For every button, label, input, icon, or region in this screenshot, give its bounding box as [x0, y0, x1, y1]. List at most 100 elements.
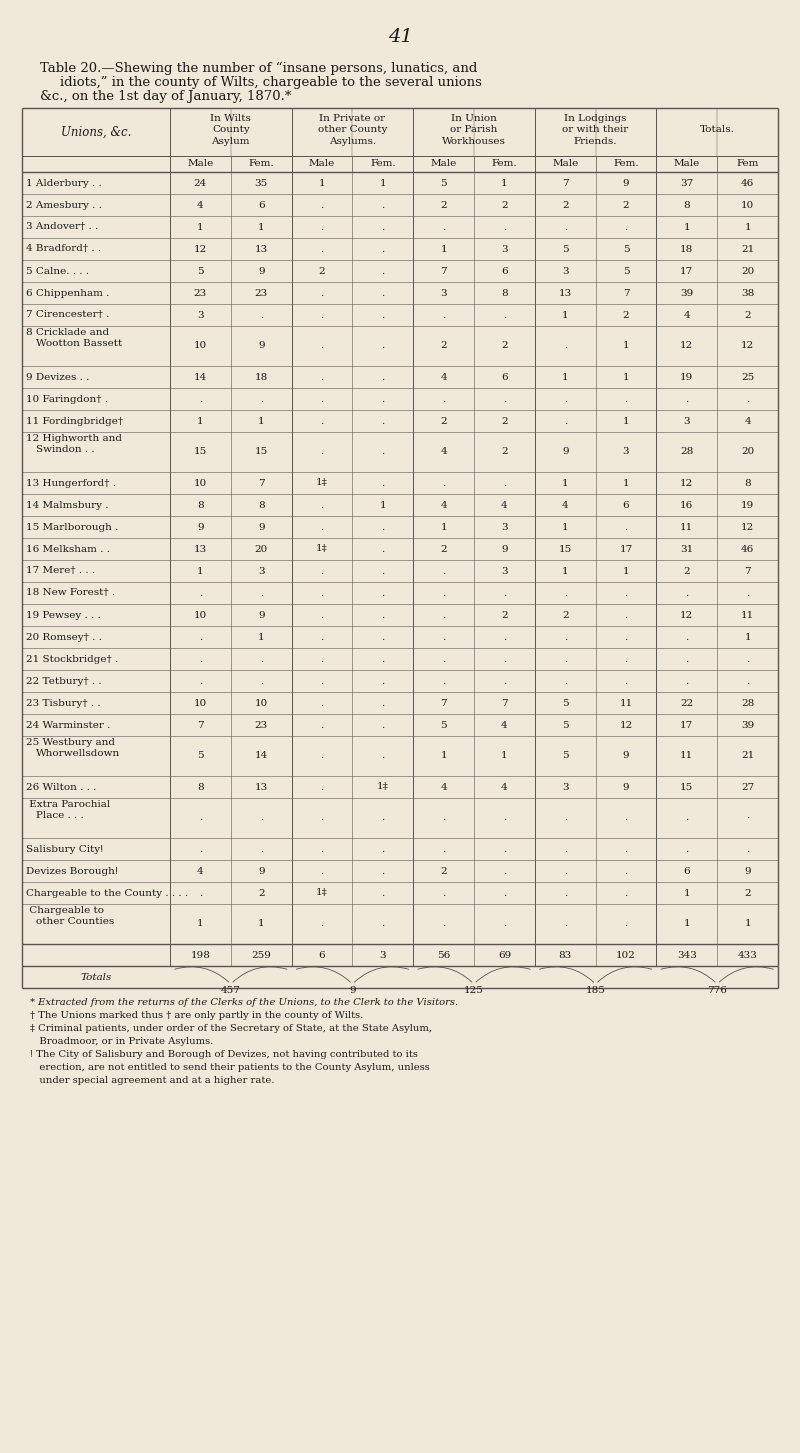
- Text: .: .: [563, 866, 567, 876]
- Text: 4: 4: [440, 372, 447, 382]
- Text: 4: 4: [440, 500, 447, 510]
- Text: 9: 9: [744, 866, 751, 876]
- Text: 21: 21: [741, 751, 754, 760]
- Text: 125: 125: [464, 987, 484, 995]
- Text: Fem.: Fem.: [491, 160, 518, 169]
- Text: .: .: [381, 417, 385, 426]
- Text: 18: 18: [680, 244, 694, 253]
- Text: 46: 46: [741, 179, 754, 187]
- Text: Male: Male: [187, 160, 214, 169]
- Text: 5: 5: [562, 699, 569, 708]
- Text: 10: 10: [254, 699, 268, 708]
- Text: 16: 16: [680, 500, 694, 510]
- Text: .: .: [259, 654, 263, 664]
- Text: .: .: [381, 588, 385, 597]
- Text: 4: 4: [501, 500, 508, 510]
- Text: Swindon . .: Swindon . .: [36, 445, 94, 453]
- Text: 20 Romsey† . .: 20 Romsey† . .: [26, 632, 102, 642]
- Text: 3: 3: [562, 783, 569, 792]
- Text: 5: 5: [622, 244, 630, 253]
- Text: 18: 18: [254, 372, 268, 382]
- Text: 2: 2: [622, 311, 630, 320]
- Text: 1‡: 1‡: [316, 478, 328, 488]
- Text: Fem: Fem: [737, 160, 758, 169]
- Text: .: .: [624, 654, 628, 664]
- Text: .: .: [320, 699, 324, 708]
- Text: .: .: [563, 632, 567, 642]
- Text: 1: 1: [258, 920, 265, 928]
- Text: .: .: [320, 417, 324, 426]
- Text: 3: 3: [197, 311, 204, 320]
- Text: 3: 3: [440, 289, 447, 298]
- Text: 26 Wilton . . .: 26 Wilton . . .: [26, 783, 96, 792]
- Text: 11: 11: [619, 699, 633, 708]
- Text: .: .: [746, 677, 750, 686]
- Text: 5: 5: [197, 266, 204, 276]
- Text: .: .: [685, 654, 689, 664]
- Text: 25 Westbury and: 25 Westbury and: [26, 738, 115, 747]
- Text: 1: 1: [197, 417, 204, 426]
- Text: .: .: [381, 289, 385, 298]
- Text: .: .: [624, 814, 628, 822]
- Text: .: .: [624, 844, 628, 853]
- Text: 24: 24: [194, 179, 207, 187]
- Text: 1: 1: [744, 222, 751, 231]
- Text: 69: 69: [498, 950, 511, 959]
- Text: .: .: [320, 751, 324, 760]
- Text: 9: 9: [622, 179, 630, 187]
- Text: 198: 198: [190, 950, 210, 959]
- Text: 6: 6: [501, 266, 508, 276]
- Text: 4: 4: [440, 448, 447, 456]
- Text: 2: 2: [501, 201, 508, 209]
- Text: 15: 15: [194, 448, 207, 456]
- Text: 5 Calne. . . .: 5 Calne. . . .: [26, 266, 89, 276]
- Text: Fem.: Fem.: [613, 160, 639, 169]
- Text: .: .: [198, 632, 202, 642]
- Text: 9: 9: [622, 783, 630, 792]
- Text: 7: 7: [501, 699, 508, 708]
- Text: 9: 9: [258, 341, 265, 350]
- Text: .: .: [259, 814, 263, 822]
- Text: .: .: [381, 478, 385, 488]
- Text: Whorwellsdown: Whorwellsdown: [36, 748, 120, 758]
- Text: 17: 17: [619, 545, 633, 554]
- Text: 13: 13: [558, 289, 572, 298]
- Text: .: .: [381, 699, 385, 708]
- Text: 1: 1: [562, 567, 569, 575]
- Text: 13: 13: [254, 244, 268, 253]
- Text: .: .: [381, 920, 385, 928]
- Text: .: .: [746, 395, 750, 404]
- Text: Chargeable to the County . . . .: Chargeable to the County . . . .: [26, 888, 188, 898]
- Text: .: .: [685, 632, 689, 642]
- Text: 22 Tetbury† . .: 22 Tetbury† . .: [26, 677, 102, 686]
- Text: .: .: [320, 372, 324, 382]
- Text: 46: 46: [741, 545, 754, 554]
- Text: 1: 1: [197, 920, 204, 928]
- Text: .: .: [685, 677, 689, 686]
- Text: 1: 1: [683, 888, 690, 898]
- Text: .: .: [259, 844, 263, 853]
- Text: 23: 23: [194, 289, 207, 298]
- Text: 2: 2: [440, 341, 447, 350]
- Text: 3: 3: [622, 448, 630, 456]
- Text: 457: 457: [221, 987, 241, 995]
- Text: 35: 35: [254, 179, 268, 187]
- Text: 3: 3: [501, 244, 508, 253]
- Text: .: .: [320, 610, 324, 619]
- Text: 8: 8: [258, 500, 265, 510]
- Text: .: .: [320, 500, 324, 510]
- Text: 1: 1: [622, 478, 630, 488]
- Text: .: .: [381, 395, 385, 404]
- Text: 2: 2: [501, 448, 508, 456]
- Text: under special agreement and at a higher rate.: under special agreement and at a higher …: [30, 1077, 274, 1085]
- Text: 1: 1: [440, 751, 447, 760]
- Text: .: .: [381, 545, 385, 554]
- Text: 15: 15: [680, 783, 694, 792]
- Text: 9: 9: [501, 545, 508, 554]
- Text: 28: 28: [741, 699, 754, 708]
- Text: Totals.: Totals.: [700, 125, 734, 135]
- Text: 5: 5: [440, 721, 447, 729]
- Text: 1: 1: [379, 500, 386, 510]
- Text: 4: 4: [562, 500, 569, 510]
- Text: 19: 19: [680, 372, 694, 382]
